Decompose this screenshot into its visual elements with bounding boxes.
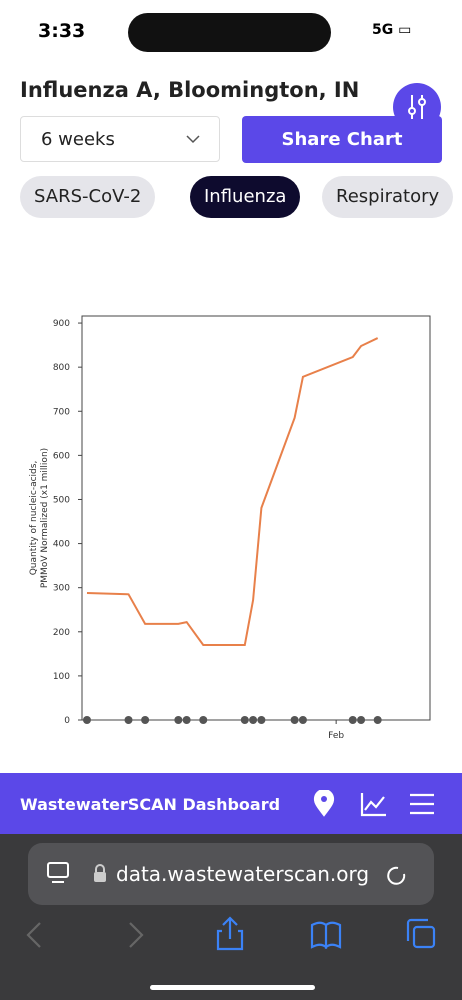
- home-indicator: [150, 985, 315, 990]
- y-tick-label: 100: [53, 672, 70, 682]
- y-tick-label: 200: [53, 628, 70, 638]
- url-icons: [47, 862, 406, 885]
- y-axis-label-line: PMMoV Normalized (x1 million): [40, 448, 50, 588]
- sample-dot: [290, 716, 299, 724]
- sample-dot: [298, 716, 307, 724]
- browser-toolbar[interactable]: [20, 915, 450, 955]
- nav-bar: [0, 773, 462, 834]
- page-title: Influenza A, Bloomington, IN: [20, 78, 360, 102]
- tab[interactable]: SARS-CoV-2: [20, 176, 156, 218]
- sample-dot: [199, 716, 208, 724]
- nav-icons[interactable]: [312, 790, 442, 818]
- y-tick-label: 0: [64, 716, 70, 726]
- url-text: data.wastewaterscan.org: [116, 862, 370, 886]
- filter-button[interactable]: [393, 83, 441, 131]
- sample-dot: [124, 716, 133, 724]
- y-tick-label: 700: [53, 407, 70, 417]
- sample-dot: [249, 716, 258, 724]
- sample-dot: [240, 716, 249, 724]
- sample-dot: [348, 716, 357, 724]
- dynamic-island: [128, 13, 331, 52]
- x-tick-label: Feb: [328, 731, 344, 741]
- y-tick-label: 800: [53, 363, 70, 373]
- data-line: [86, 337, 379, 647]
- sample-dot: [174, 716, 183, 724]
- y-tick-label: 600: [53, 451, 70, 461]
- chart: 0 100 200 300 400 500 600 700 800 900 Feb Quantity …: [29, 315, 431, 741]
- sample-dot: [257, 716, 266, 724]
- sample-dot: [182, 716, 191, 724]
- sample-dot: [141, 716, 150, 724]
- time: 3:33: [38, 20, 86, 42]
- y-tick-label: 300: [53, 584, 70, 594]
- sample-dot: [82, 716, 91, 724]
- y-axis-label-line: Quantity of nucleic-acids,: [29, 461, 39, 576]
- filter-icon: [408, 95, 426, 119]
- y-axis-label: Quantity of nucleic-acids,PMMoV Normaliz…: [29, 448, 50, 588]
- plot-frame: [81, 315, 431, 721]
- tab-active[interactable]: Influenza: [190, 176, 301, 218]
- y-tick-label: 500: [53, 495, 70, 505]
- network-label: 5G: [372, 22, 394, 38]
- y-tick-label: 400: [53, 540, 70, 550]
- sample-dot: [373, 716, 382, 724]
- range-label: 6 weeks: [41, 129, 115, 150]
- sample-dot: [357, 716, 366, 724]
- nav-title[interactable]: WastewaterSCAN Dashboard: [20, 795, 281, 814]
- tab[interactable]: Respiratory: [322, 176, 454, 218]
- y-tick-label: 900: [53, 319, 70, 329]
- network: 5G ▭: [372, 22, 412, 38]
- chevron: [186, 135, 200, 144]
- range-dropdown[interactable]: 6 weeks: [20, 116, 220, 162]
